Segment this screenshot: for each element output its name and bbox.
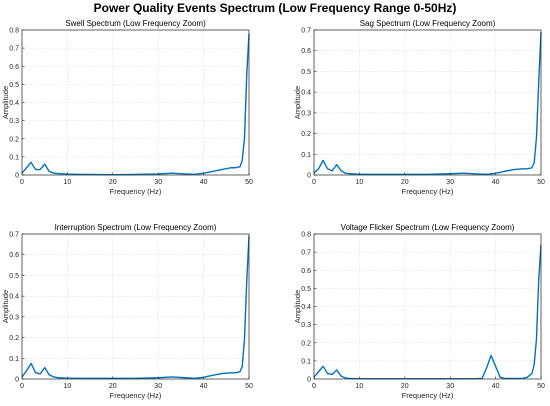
x-tick-label: 30 (446, 383, 454, 390)
x-axis-label: Frequency (Hz) (110, 187, 162, 196)
y-tick-label: 0.7 (9, 232, 19, 239)
y-tick-label: 0.4 (301, 90, 311, 97)
y-tick-label: 0.3 (9, 118, 19, 125)
x-tick-label: 50 (245, 179, 253, 186)
x-tick-label: 20 (401, 383, 409, 390)
subplot-title: Interruption Spectrum (Low Frequency Zoo… (55, 223, 217, 232)
subplot-title: Swell Spectrum (Low Frequency Zoom) (65, 19, 206, 28)
y-tick-label: 0.8 (9, 28, 19, 35)
x-tick-label: 50 (537, 179, 545, 186)
y-tick-label: 0.4 (301, 304, 311, 311)
y-tick-label: 0 (307, 173, 311, 180)
y-tick-label: 0.5 (301, 69, 311, 76)
y-tick-label: 0.4 (9, 100, 19, 107)
x-tick-label: 20 (401, 179, 409, 186)
y-tick-label: 0.8 (301, 232, 311, 239)
axes-box (21, 233, 250, 380)
x-tick-label: 50 (245, 383, 253, 390)
y-axis-label: Amplitude (1, 86, 10, 119)
x-tick-label: 0 (312, 383, 316, 390)
y-tick-label: 0.2 (301, 131, 311, 138)
subplot-grid: 0 10 20 30 40 50 0 0.1 0.2 0.3 0.4 0.5 0.6 0.7 0.8 Swel… (1, 19, 545, 400)
x-tick-label: 0 (20, 383, 24, 390)
axes-box (313, 29, 542, 176)
spectrum-line (313, 244, 542, 380)
x-axis-label: Frequency (Hz) (402, 391, 454, 400)
y-tick-label: 0.7 (301, 28, 311, 35)
x-tick-label: 30 (154, 383, 162, 390)
x-tick-label: 40 (200, 383, 208, 390)
y-tick-label: 0 (15, 377, 19, 384)
x-axis-label: Frequency (Hz) (110, 391, 162, 400)
y-tick-label: 0.1 (9, 356, 19, 363)
y-tick-label: 0.5 (9, 273, 19, 280)
y-tick-label: 0.4 (9, 294, 19, 301)
y-tick-label: 0.1 (301, 358, 311, 365)
x-tick-label: 0 (20, 179, 24, 186)
figure-title: Power Quality Events Spectrum (Low Frequ… (94, 1, 457, 15)
y-tick-label: 0.2 (9, 335, 19, 342)
subplot-4: 0 10 20 30 40 50 0 0.1 0.2 0.3 0.4 0.5 0.6 0.7 0.8 Volt… (293, 223, 545, 400)
y-tick-label: 0.2 (301, 340, 311, 347)
y-tick-label: 0.6 (9, 64, 19, 71)
x-tick-label: 30 (446, 179, 454, 186)
y-axis-label: Amplitude (293, 290, 302, 323)
x-tick-label: 10 (356, 383, 364, 390)
subplot-3: 0 10 20 30 40 50 0 0.1 0.2 0.3 0.4 0.5 0.6 0.7 Interru… (1, 223, 253, 400)
subplot-title: Sag Spectrum (Low Frequency Zoom) (360, 19, 496, 28)
x-tick-label: 20 (109, 383, 117, 390)
y-tick-label: 0.7 (301, 250, 311, 257)
x-tick-label: 40 (492, 383, 500, 390)
y-tick-label: 0.5 (301, 286, 311, 293)
x-tick-label: 10 (356, 179, 364, 186)
x-tick-label: 40 (492, 179, 500, 186)
y-tick-label: 0 (307, 377, 311, 384)
y-tick-label: 0.3 (301, 322, 311, 329)
y-axis-label: Amplitude (293, 86, 302, 119)
x-tick-label: 10 (64, 179, 72, 186)
subplot-2: 0 10 20 30 40 50 0 0.1 0.2 0.3 0.4 0.5 0.6 0.7 Sag Spe… (293, 19, 545, 196)
x-tick-label: 20 (109, 179, 117, 186)
y-tick-label: 0.6 (301, 48, 311, 55)
y-tick-label: 0.5 (9, 82, 19, 89)
y-tick-label: 0.7 (9, 46, 19, 53)
x-tick-label: 50 (537, 383, 545, 390)
y-tick-label: 0.1 (9, 154, 19, 161)
y-tick-label: 0.1 (301, 152, 311, 159)
x-tick-label: 0 (312, 179, 316, 186)
y-tick-label: 0.3 (9, 314, 19, 321)
y-tick-label: 0.6 (301, 268, 311, 275)
spectrum-line (313, 32, 542, 176)
x-tick-label: 10 (64, 383, 72, 390)
spectrum-line (21, 236, 250, 380)
plot-area (22, 234, 249, 379)
plot-area (314, 30, 541, 175)
y-axis-label: Amplitude (1, 290, 10, 323)
subplot-title: Voltage Flicker Spectrum (Low Frequency … (341, 223, 515, 232)
y-tick-label: 0.3 (301, 110, 311, 117)
y-tick-label: 0 (15, 173, 19, 180)
x-tick-label: 40 (200, 179, 208, 186)
x-axis-label: Frequency (Hz) (402, 187, 454, 196)
subplot-1: 0 10 20 30 40 50 0 0.1 0.2 0.3 0.4 0.5 0.6 0.7 0.8 Swel… (1, 19, 253, 196)
spectrum-line (21, 33, 250, 176)
x-tick-label: 30 (154, 179, 162, 186)
y-tick-label: 0.2 (9, 136, 19, 143)
y-tick-label: 0.6 (9, 252, 19, 259)
